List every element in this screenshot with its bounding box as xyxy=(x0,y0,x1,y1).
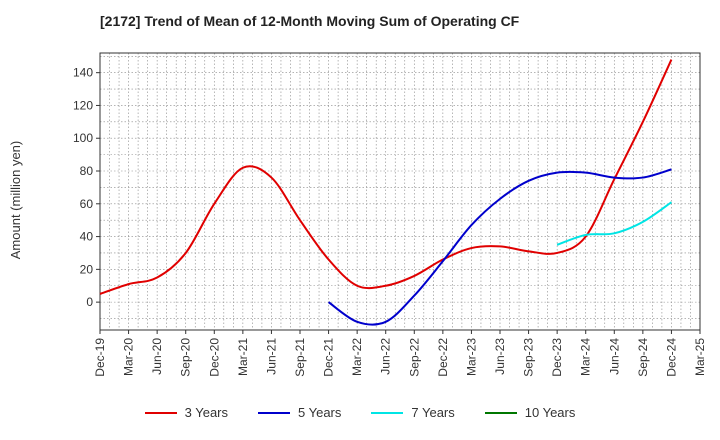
y-tick-label: 40 xyxy=(80,230,94,244)
x-tick-label: Sep-22 xyxy=(407,338,421,377)
legend-swatch-5-years xyxy=(258,411,290,414)
x-tick-label: Dec-20 xyxy=(207,338,221,377)
legend-label-3-years: 3 Years xyxy=(184,405,228,420)
legend-item-3-years: 3 Years xyxy=(144,405,228,420)
legend-swatch-7-years xyxy=(371,411,404,414)
x-tick-label: Mar-23 xyxy=(464,338,478,376)
x-tick-label: Mar-20 xyxy=(122,338,136,376)
y-tick-label: 0 xyxy=(86,295,93,309)
series-line-7-years xyxy=(556,201,672,246)
x-tick-label: Mar-25 xyxy=(693,338,707,376)
x-tick-label: Mar-24 xyxy=(579,338,593,376)
legend-label-7-years: 7 Years xyxy=(411,405,455,420)
plot-area xyxy=(100,53,700,330)
x-tick-label: Mar-21 xyxy=(236,338,250,376)
x-tick-label: Dec-19 xyxy=(93,338,107,377)
y-tick-label: 20 xyxy=(80,262,94,276)
x-tick-label: Dec-21 xyxy=(322,338,336,377)
legend-swatch-10-years xyxy=(484,411,517,414)
x-tick-label: Mar-22 xyxy=(350,338,364,376)
chart-legend: 3 Years 5 Years 7 Years 10 Years xyxy=(0,405,720,420)
legend-item-7-years: 7 Years xyxy=(371,405,455,420)
legend-label-5-years: 5 Years xyxy=(298,405,342,420)
legend-item-10-years: 10 Years xyxy=(484,405,576,420)
series-line-3-years xyxy=(99,59,673,295)
legend-swatch-3-years xyxy=(144,411,177,414)
x-tick-label: Jun-23 xyxy=(493,338,507,375)
y-tick-label: 100 xyxy=(73,131,93,145)
y-tick-label: 120 xyxy=(73,98,93,112)
x-tick-label: Jun-24 xyxy=(607,338,621,375)
x-tick-label: Jun-21 xyxy=(264,338,278,375)
legend-label-10-years: 10 Years xyxy=(524,405,576,420)
chart-title: [2172] Trend of Mean of 12-Month Moving … xyxy=(100,13,520,29)
x-tick-label: Dec-23 xyxy=(550,338,564,377)
x-tick-label: Jun-20 xyxy=(150,338,164,375)
x-tick-label: Dec-22 xyxy=(436,338,450,377)
y-tick-label: 60 xyxy=(80,197,94,211)
x-tick-label: Dec-24 xyxy=(664,338,678,377)
x-tick-label: Sep-21 xyxy=(293,338,307,377)
y-tick-label: 80 xyxy=(80,164,94,178)
x-tick-label: Sep-24 xyxy=(636,338,650,377)
legend-item-5-years: 5 Years xyxy=(258,405,341,420)
x-tick-label: Sep-23 xyxy=(522,338,536,377)
series-line-5-years xyxy=(327,168,672,326)
x-tick-label: Sep-20 xyxy=(179,338,193,377)
y-tick-label: 140 xyxy=(73,66,93,80)
x-tick-label: Jun-22 xyxy=(379,338,393,375)
plot-frame xyxy=(99,52,701,331)
